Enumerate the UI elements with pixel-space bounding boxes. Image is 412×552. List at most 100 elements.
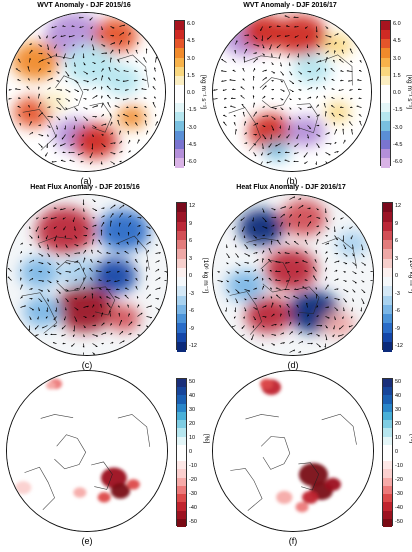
colorbar: [380, 20, 391, 166]
colorbar-tick-label: 0: [189, 273, 192, 279]
colorbar-tick-label: -12: [189, 343, 197, 349]
panel-title: WVT Anomaly - DJF 2015/16: [4, 2, 164, 9]
colorbar-segment: [381, 158, 390, 168]
colorbar: [382, 202, 393, 350]
colorbar-tick-label: -1.5: [393, 107, 402, 113]
anomaly-region: [117, 105, 146, 128]
anomaly-region: [276, 491, 292, 504]
colorbar-tick-label: -4.5: [393, 142, 402, 148]
anomaly-region: [127, 479, 140, 489]
colorbar-unit-label: [%]: [203, 434, 210, 443]
colorbar-tick-label: 12: [189, 203, 195, 209]
colorbar-tick-label: 0: [395, 273, 398, 279]
colorbar-tick-label: 10: [189, 435, 195, 441]
anomaly-region: [275, 15, 326, 56]
colorbar-tick-label: 0: [189, 449, 192, 455]
polar-map: [212, 12, 372, 172]
anomaly-region: [46, 382, 56, 390]
anomaly-region: [103, 65, 141, 96]
colorbar-tick-label: 3.0: [393, 56, 401, 62]
colorbar-tick-label: -50: [189, 519, 197, 525]
colorbar-tick-label: -3.0: [393, 125, 402, 131]
colorbar-tick-label: 1.5: [393, 73, 401, 79]
colorbar-unit-label: [kg m⁻¹ s⁻¹]: [406, 75, 412, 109]
colorbar-tick-label: -50: [395, 519, 403, 525]
anomaly-region: [73, 487, 86, 497]
polar-map: [212, 194, 374, 356]
anomaly-region: [226, 270, 265, 301]
anomaly-region: [325, 102, 351, 122]
colorbar-tick-label: -30: [395, 491, 403, 497]
colorbar-segment: [383, 519, 392, 528]
colorbar-tick-label: 50: [189, 379, 195, 385]
colorbar-tick-label: -6: [395, 308, 400, 314]
anomaly-region: [98, 210, 150, 251]
colorbar-tick-label: 6: [189, 238, 192, 244]
anomaly-region: [245, 297, 290, 333]
polar-map: [6, 370, 168, 532]
anomaly-region: [98, 492, 111, 502]
anomaly-region: [302, 491, 318, 504]
colorbar-tick-label: 3: [189, 256, 192, 262]
colorbar-unit-label: [10⁶ kg m⁻¹]: [202, 258, 210, 293]
anomaly-region: [12, 42, 60, 80]
anomaly-region: [260, 379, 273, 389]
colorbar-tick-label: 6: [395, 238, 398, 244]
anomaly-region: [56, 285, 114, 332]
anomaly-region: [281, 200, 326, 236]
anomaly-region: [336, 231, 368, 257]
colorbar-tick-label: -1.5: [187, 107, 196, 113]
panel-title: Heat Flux Anomaly - DJF 2015/16: [4, 184, 166, 191]
anomaly-region: [15, 481, 31, 494]
colorbar-tick-label: 20: [189, 421, 195, 427]
colorbar: [382, 378, 393, 526]
colorbar-tick-label: -3: [189, 291, 194, 297]
colorbar-tick-label: -4.5: [187, 142, 196, 148]
map-canvas: [7, 371, 168, 532]
anomaly-region: [36, 207, 94, 254]
colorbar: [174, 20, 185, 166]
colorbar-tick-label: 0.0: [393, 90, 401, 96]
anomaly-region: [265, 249, 317, 290]
colorbar-tick-label: -10: [395, 463, 403, 469]
colorbar-segment: [177, 342, 186, 352]
colorbar-unit-label: [10⁶ kg m⁻¹]: [408, 258, 412, 293]
map-canvas: [213, 13, 372, 172]
anomaly-region: [42, 91, 68, 111]
anomaly-region: [325, 478, 341, 491]
colorbar-tick-label: 40: [189, 393, 195, 399]
colorbar-tick-label: 12: [395, 203, 401, 209]
colorbar: [176, 202, 187, 350]
panel-c: Heat Flux Anomaly - DJF 2015/16 12 9 6 3 0 -3 -…: [4, 184, 204, 370]
colorbar-tick-label: 30: [395, 407, 401, 413]
anomaly-region: [323, 33, 352, 56]
colorbar-unit-label: [kg m⁻¹ s⁻¹]: [200, 75, 208, 109]
colorbar-tick-label: -3.0: [187, 125, 196, 131]
colorbar-segment: [175, 158, 184, 168]
colorbar-segment: [383, 342, 392, 352]
anomaly-region: [20, 257, 59, 288]
colorbar-tick-label: 9: [189, 221, 192, 227]
colorbar: [176, 378, 187, 526]
panel-label: (e): [67, 536, 107, 546]
anomaly-region: [323, 312, 355, 338]
colorbar-tick-label: -6.0: [187, 159, 196, 165]
colorbar-tick-label: 4.5: [393, 38, 401, 44]
colorbar-tick-label: 50: [395, 379, 401, 385]
panel-title: Heat Flux Anomaly - DJF 2016/17: [210, 184, 372, 191]
colorbar-tick-label: -40: [395, 505, 403, 511]
map-canvas: [213, 371, 374, 532]
colorbar-tick-label: 3: [395, 256, 398, 262]
colorbar-tick-label: -30: [189, 491, 197, 497]
colorbar-tick-label: -9: [189, 326, 194, 332]
anomaly-region: [287, 116, 325, 147]
colorbar-tick-label: -12: [395, 343, 403, 349]
colorbar-tick-label: 30: [189, 407, 195, 413]
colorbar-tick-label: -40: [189, 505, 197, 511]
colorbar-tick-label: 1.5: [187, 73, 195, 79]
colorbar-tick-label: 6.0: [187, 21, 195, 27]
